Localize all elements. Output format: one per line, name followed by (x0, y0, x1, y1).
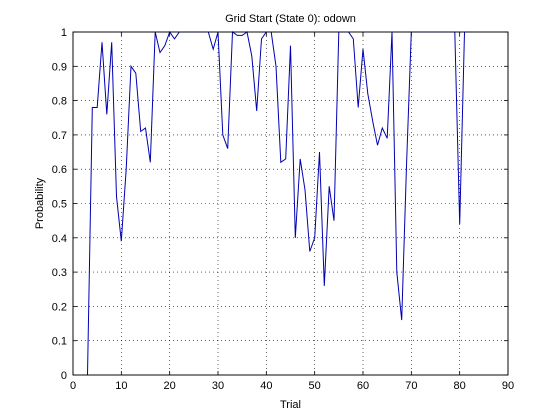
y-tick-label: 1 (61, 27, 67, 39)
y-tick-label: 0.5 (52, 199, 67, 211)
y-tick-label: 0.3 (52, 267, 67, 279)
y-tick-label: 0 (61, 370, 67, 382)
y-tick-label: 0.9 (52, 61, 67, 73)
grid-lines (73, 32, 508, 375)
x-tick-label: 40 (260, 380, 272, 392)
y-tick-label: 0.1 (52, 336, 67, 348)
x-tick-label: 70 (405, 380, 417, 392)
plot-border (72, 31, 509, 376)
x-tick-labels: 0 10 20 30 40 50 60 70 80 90 (70, 380, 514, 392)
y-axis-title: Probability (34, 177, 46, 229)
x-tick-label: 10 (115, 380, 127, 392)
plot-area (72, 31, 509, 376)
y-tick-label: 0.7 (52, 130, 67, 142)
chart-title: Grid Start (State 0): odown (225, 13, 356, 25)
y-tick-label: 0.6 (52, 164, 67, 176)
x-tick-label: 20 (164, 380, 176, 392)
x-tick-label: 90 (502, 380, 514, 392)
x-tick-label: 80 (454, 380, 466, 392)
x-tick-label: 0 (70, 380, 76, 392)
y-tick-labels: 0 0.1 0.2 0.3 0.4 0.5 0.6 0.7 0.8 0.9 1 (52, 27, 67, 382)
y-tick-label: 0.8 (52, 96, 67, 108)
x-axis-title: Trial (280, 399, 301, 411)
series-line (87, 30, 470, 376)
y-tick-label: 0.2 (52, 301, 67, 313)
x-tick-label: 60 (357, 380, 369, 392)
x-tick-label: 30 (212, 380, 224, 392)
x-tick-label: 50 (309, 380, 321, 392)
y-tick-label: 0.4 (52, 233, 67, 245)
